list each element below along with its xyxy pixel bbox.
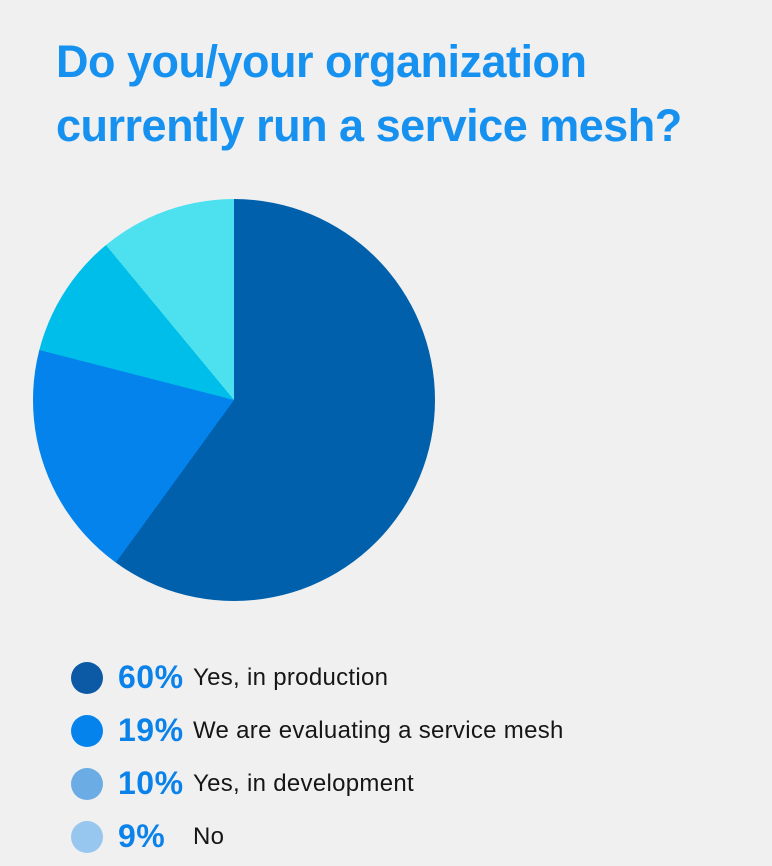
legend: 60% Yes, in production 19% We are evaluatin… [71, 651, 564, 863]
chart-title-line-2: currently run a service mesh? [56, 100, 682, 151]
legend-label: No [193, 822, 225, 850]
legend-dot-icon [71, 714, 103, 747]
legend-label: Yes, in development [193, 769, 414, 797]
legend-dot-icon [71, 820, 103, 853]
legend-item: 19% We are evaluating a service mesh [71, 704, 564, 757]
legend-item: 60% Yes, in production [71, 651, 564, 704]
legend-percent: 19% [118, 712, 184, 748]
legend-dot-icon [71, 767, 103, 800]
legend-percent: 10% [118, 765, 184, 801]
legend-label: We are evaluating a service mesh [193, 716, 564, 744]
chart-title: Do you/your organization currently run a… [56, 30, 682, 158]
chart-title-line-1: Do you/your organization [56, 36, 587, 87]
legend-percent: 9% [118, 818, 166, 854]
legend-item: 9% No [71, 810, 564, 863]
pie-chart [33, 199, 435, 601]
legend-label: Yes, in production [193, 663, 389, 691]
legend-percent: 60% [118, 659, 184, 695]
legend-item: 10% Yes, in development [71, 757, 564, 810]
legend-dot-icon [71, 661, 103, 694]
